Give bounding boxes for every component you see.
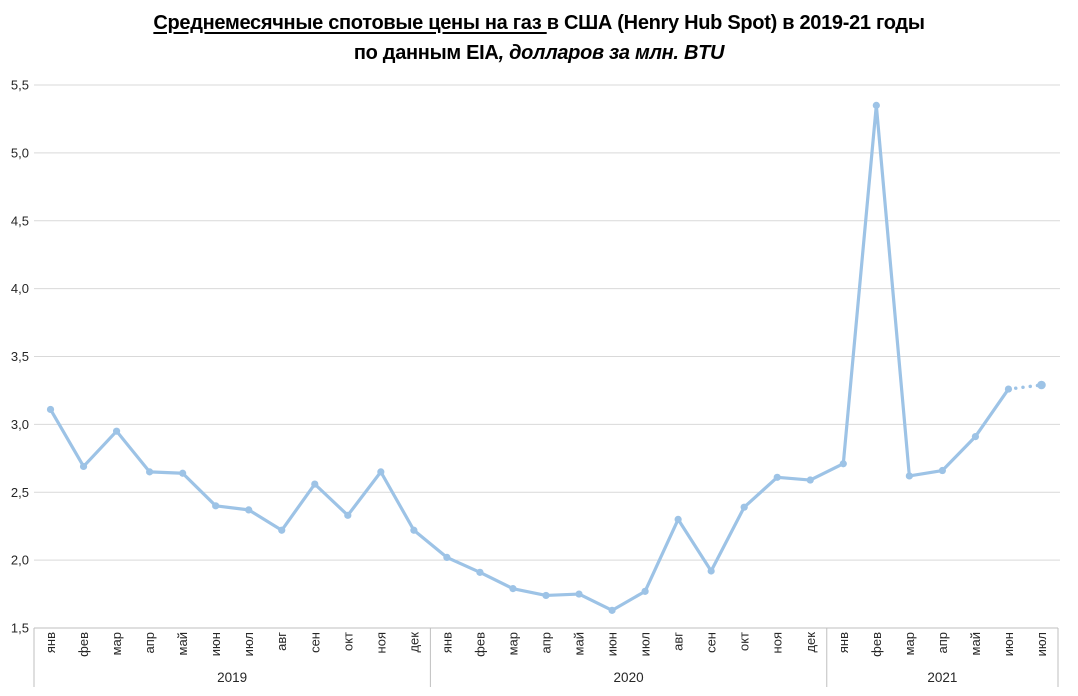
y-tick-label: 5,5 [11,78,29,93]
month-label: дек [406,632,421,653]
y-tick-label: 5,0 [11,145,29,160]
data-point-marker [905,472,913,480]
data-point-marker [476,568,484,576]
data-point-marker [377,468,385,476]
data-point-marker [179,469,187,477]
chart-title-line1-rest: в США (Henry Hub Spot) в 2019-21 годы [546,12,925,34]
chart-subtitle-source: по данным EIA [353,42,499,64]
data-point-marker [509,585,517,593]
data-point-marker [542,591,550,600]
data-point-marker [740,503,748,511]
month-label: ноя [770,632,785,653]
month-label: янв [43,632,58,653]
chart-title: Среднемесячные спотовые цены на газ в СШ… [0,8,1078,68]
year-label: 2021 [927,670,957,685]
year-label: 2020 [614,670,644,685]
month-label: мар [505,632,520,655]
data-point-marker [707,567,715,575]
month-label: апр [142,632,157,654]
month-label: фев [472,632,487,657]
data-point-marker [245,506,253,514]
data-point-marker [938,466,946,475]
month-label: авг [274,632,289,651]
month-label: июл [241,632,256,656]
chart-subtitle-units: , долларов за млн. BTU [498,42,725,64]
month-label: апр [539,632,554,654]
month-label: май [175,632,190,655]
data-point-marker [575,590,583,598]
y-tick-label: 4,5 [11,213,29,228]
chart-title-line2: по данным EIA, долларов за млн. BTU [0,38,1078,68]
data-point-marker [46,405,55,414]
data-point-marker [839,460,847,468]
y-tick-label: 3,5 [11,349,29,364]
month-label: окт [737,632,752,651]
y-tick-label: 3,0 [11,417,29,432]
month-label: янв [439,632,454,653]
data-point-marker [806,476,814,484]
y-tick-label: 2,0 [11,553,29,568]
month-label: мар [902,632,917,655]
data-point-marker [212,502,220,510]
data-point-marker [674,515,682,524]
data-point-marker [872,101,880,109]
data-point-marker [112,427,121,435]
data-point-marker [344,511,352,519]
month-label: июн [1001,632,1016,656]
data-point-marker [311,480,319,488]
data-point-marker [1004,385,1013,393]
month-label: июл [638,632,653,656]
month-label: июн [208,632,223,656]
y-tick-label: 2,5 [11,485,29,500]
data-point-marker [146,468,154,476]
month-label: апр [935,632,950,654]
y-tick-label: 1,5 [11,621,29,636]
month-label: май [572,632,587,655]
month-label: мар [109,632,124,655]
data-point-marker [971,432,980,441]
month-label: май [968,632,983,655]
data-point-marker [278,526,286,534]
month-label: фев [869,632,884,657]
month-label: дек [803,632,818,653]
month-label: окт [340,632,355,651]
last-data-point-marker [1037,380,1046,390]
month-label: фев [76,632,91,657]
month-label: сен [307,632,322,653]
price-line [48,103,1011,612]
month-label: янв [836,632,851,653]
data-point-marker [608,606,616,614]
data-point-marker [410,526,418,534]
month-label: сен [704,632,719,653]
y-tick-label: 4,0 [11,281,29,296]
month-label: ноя [373,632,388,653]
month-label: авг [671,632,686,651]
chart-title-line1: Среднемесячные спотовые цены на газ в СШ… [0,8,1078,38]
data-point-marker [79,462,88,471]
month-label: июн [605,632,620,656]
data-point-marker [773,473,781,481]
chart-title-underlined-part: Среднемесячные спотовые цены на газ [153,12,547,34]
data-point-marker [443,553,451,562]
month-label: июл [1034,632,1049,656]
year-label: 2019 [217,670,247,685]
price-line-forecast-segment [1006,383,1044,391]
data-point-marker [641,587,649,595]
